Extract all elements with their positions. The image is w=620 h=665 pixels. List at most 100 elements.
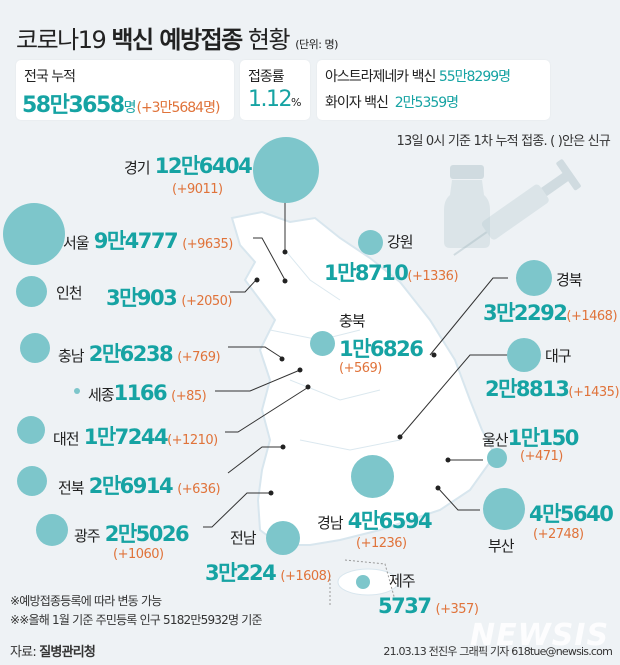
bubble-gyeonggi (253, 137, 319, 203)
vaccine-vial-icon (444, 165, 490, 248)
name-jeonnam: 전남 (230, 529, 257, 547)
title-part2: 현황 (247, 26, 291, 54)
label-chungnam: 충남 2만6238 (+769) (58, 338, 221, 368)
region-new: (+9635) (182, 237, 233, 252)
az-label: 아스트라제네카 백신 (325, 69, 436, 85)
bubble-daegu (507, 338, 541, 372)
bubble-daejeon (17, 416, 45, 444)
bubble-chungbuk (310, 331, 335, 356)
bubble-busan (483, 488, 525, 530)
region-value: 1만150 (507, 426, 580, 450)
new-gwangju: (+1060) (113, 547, 164, 562)
region-name: 충남 (58, 347, 85, 365)
new-ulsan: (+471) (520, 449, 563, 464)
rate-unit: % (290, 96, 302, 109)
total-label: 전국 누적 (24, 69, 76, 85)
value-gangwon: 1만8710(+1336) (324, 257, 459, 287)
region-value: 1만7244 (83, 425, 169, 449)
region-value: 4만6594 (347, 509, 433, 533)
caption: 13일 0시 기준 1차 누적 접종. ( )안은 신규 (396, 134, 611, 149)
label-jeonbuk: 전북 2만6914 (+636) (58, 470, 221, 500)
rate-value: 1.12 (248, 87, 292, 112)
bubble-chungnam (20, 333, 50, 363)
title-part1: 코로나19 (16, 26, 107, 54)
region-name: 인천 (56, 284, 83, 302)
az-row: 아스트라제네카 백신 55만8299명 (325, 66, 511, 86)
name-daegu: 대구 (545, 347, 572, 365)
region-new: (+769) (177, 350, 221, 365)
region-name: 광주 (74, 527, 101, 545)
pfizer-row: 화이자 백신 2만5359명 (325, 92, 459, 112)
label-seoul: 서울 9만4777 (+9635) (63, 225, 233, 255)
region-value: 3만224 (205, 561, 277, 585)
region-new: (+636) (177, 482, 221, 497)
region-value: 9만4777 (93, 229, 179, 253)
new-chungbuk: (+569) (339, 361, 382, 376)
region-value: 1만8710 (324, 261, 409, 285)
bubble-seoul (3, 203, 65, 265)
bubble-jeonbuk (17, 466, 47, 496)
region-value: 1166 (113, 381, 168, 405)
total-value-row: 58만3658명(+3만5684명) (22, 87, 220, 119)
new-gyeongnam: (+1236) (356, 536, 407, 551)
bubble-gyeongnam (351, 455, 394, 498)
unit-label: (단위: 명) (295, 38, 338, 51)
value-daegu: 2만8813(+1435) (485, 373, 620, 403)
region-value: 3만2292 (483, 301, 568, 325)
region-value: 2만6914 (88, 474, 174, 498)
region-new: (+1210) (167, 433, 218, 448)
region-new: (+2050) (181, 294, 232, 309)
source-value: 질병관리청 (39, 645, 96, 660)
source: 자료: 질병관리청 (10, 641, 96, 660)
label-gyeonggi: 경기 12만6404 (124, 150, 253, 180)
value-busan: 4만5640 (529, 502, 614, 526)
value-gyeongbuk: 3만2292(+1468) (483, 297, 618, 327)
value-incheon: 3만903 (+2050) (106, 282, 232, 312)
region-name: 서울 (63, 234, 90, 252)
new-gyeonggi: (+9011) (172, 182, 223, 197)
region-value: 3만903 (106, 286, 178, 310)
bubble-gangwon (358, 230, 383, 255)
value-chungbuk: 1만6826 (339, 337, 424, 361)
label-ulsan: 울산1만150 (482, 422, 580, 452)
bubble-sejong (74, 388, 80, 394)
region-name: 대전 (53, 430, 80, 448)
region-name: 전북 (58, 479, 85, 497)
region-new: (+1608) (280, 569, 331, 584)
region-name: 경남 (317, 514, 344, 532)
bubble-gwangju (36, 514, 68, 546)
region-new: (+85) (171, 389, 207, 404)
label-gyeongnam: 경남 4만6594 (317, 505, 433, 535)
label-sejong: 세종1166 (+85) (88, 381, 207, 405)
bubble-ulsan (487, 448, 507, 468)
newsis-watermark: NEWSIS (470, 618, 610, 653)
region-new: (+357) (435, 602, 479, 617)
rate-value-row: 1.12% (248, 87, 301, 112)
pfizer-label: 화이자 백신 (325, 95, 389, 111)
total-value: 58만3658 (22, 93, 125, 118)
rate-box: 접종률 1.12% (240, 60, 310, 120)
rate-label: 접종률 (248, 69, 285, 85)
label-gwangju: 광주 2만5026 (74, 518, 190, 548)
name-gyeongbuk: 경북 (556, 271, 583, 289)
name-gangwon: 강원 (387, 233, 414, 251)
region-new: (+1336) (407, 269, 459, 284)
vaccine-box: 아스트라제네카 백신 55만8299명 화이자 백신 2만5359명 (317, 60, 550, 120)
region-value: 2만8813 (485, 377, 570, 401)
label-daejeon: 대전 1만7244(+1210) (53, 421, 218, 451)
total-unit: 명 (123, 100, 137, 116)
region-value: 12만6404 (154, 154, 253, 178)
region-value: 5737 (378, 594, 432, 618)
name-jeju: 제주 (389, 572, 416, 590)
page-title: 코로나19 백신 예방접종 현황 (단위: 명) (16, 20, 338, 55)
footnote-2: ※※올해 1월 기준 주민등록 인구 5182만5932명 기준 (10, 613, 263, 627)
total-box: 전국 누적 58만3658명(+3만5684명) (16, 60, 234, 120)
value-jeju: 5737 (+357) (378, 594, 479, 618)
syringe-icon (453, 159, 581, 256)
region-new: (+1435) (568, 385, 620, 400)
value-jeonnam: 3만224 (+1608) (205, 557, 331, 587)
bubble-incheon (16, 276, 47, 307)
region-name: 세종 (88, 386, 115, 404)
pfizer-value: 2만5359명 (394, 95, 459, 111)
region-name: 경기 (124, 159, 151, 177)
